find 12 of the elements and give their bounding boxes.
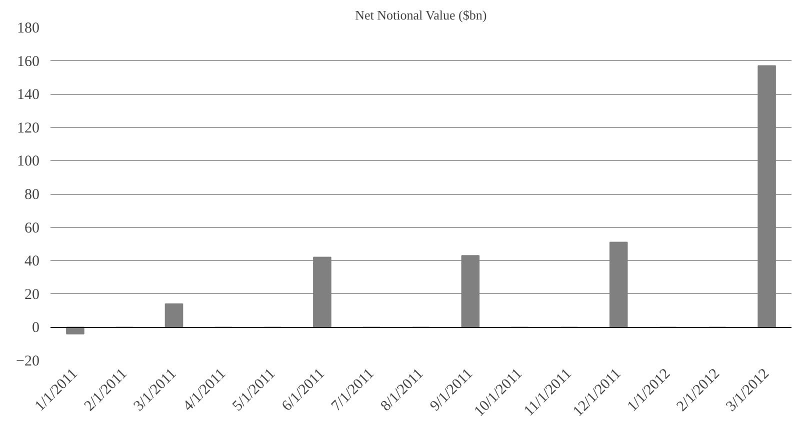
y-tick-label: 120 [17,120,40,136]
y-tick-label: 80 [24,187,40,203]
y-tick-label: 40 [24,254,40,270]
y-tick-label: 20 [24,286,40,303]
chart-title: Net Notional Value ($bn) [355,8,487,22]
y-tick-label: 100 [17,154,40,170]
y-tick-label: 0 [32,320,40,336]
y-tick-label: 160 [17,54,40,70]
y-tick-label: −20 [16,354,40,370]
y-tick-label: 140 [17,87,40,104]
y-tick-label: 60 [24,220,40,236]
y-tick-label: 180 [17,20,40,36]
